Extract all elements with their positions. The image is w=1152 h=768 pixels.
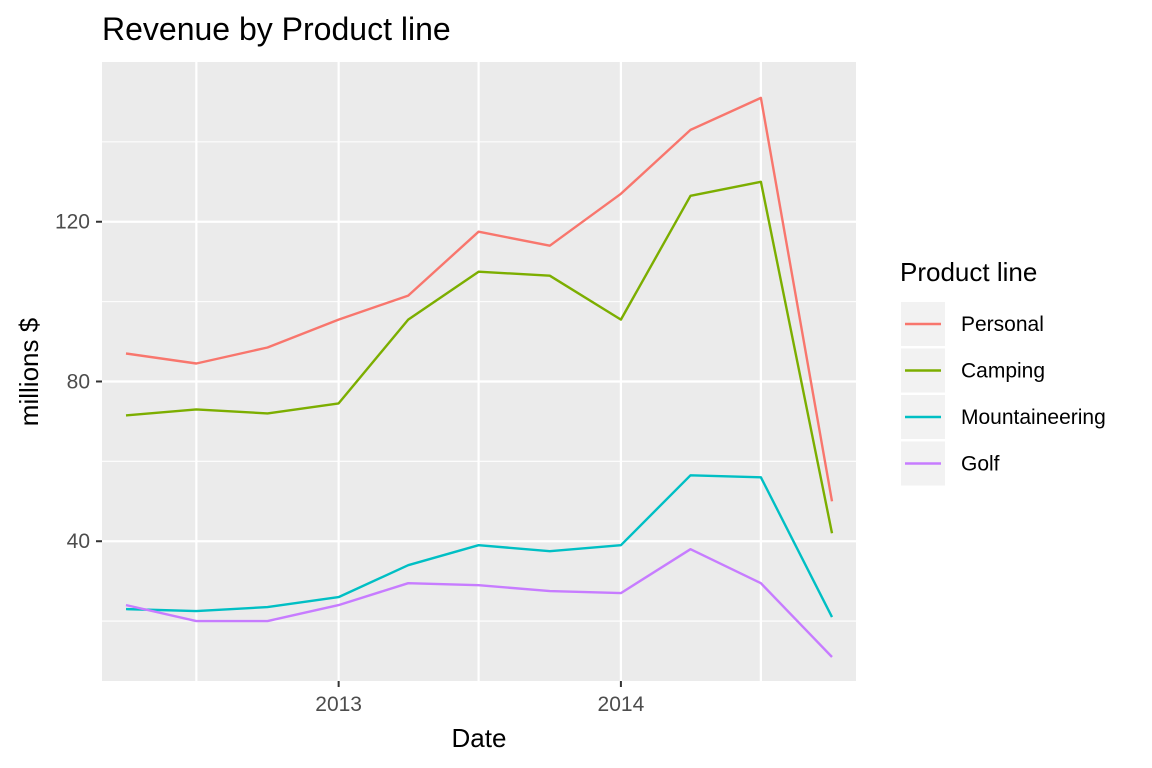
- series-line-personal: [125, 96, 834, 502]
- y-tick-label: 120: [55, 211, 90, 234]
- x-axis-ticks: 2013 2014: [315, 681, 645, 716]
- y-tick-label: 80: [67, 370, 90, 393]
- legend-label-camping: Camping: [961, 360, 1045, 383]
- legend-title: Product line: [900, 257, 1037, 287]
- y-axis-title: millions $: [14, 317, 44, 426]
- chart-title: Revenue by Product line: [102, 11, 451, 47]
- legend: Product line Personal Camping Mountaineeri…: [900, 257, 1106, 486]
- legend-label-personal: Personal: [961, 313, 1044, 336]
- y-axis-ticks: 40 80 120: [55, 211, 102, 553]
- x-tick-label: 2013: [315, 693, 362, 716]
- x-tick-label: 2014: [598, 693, 645, 716]
- y-tick-label: 40: [67, 530, 90, 553]
- series-line-camping: [125, 180, 834, 534]
- legend-label-golf: Golf: [961, 453, 1000, 476]
- x-axis-title: Date: [452, 723, 507, 753]
- series-line-mountaineering: [125, 474, 834, 618]
- major-gridlines: [102, 62, 856, 681]
- series-line-golf: [125, 548, 833, 658]
- legend-label-mountaineering: Mountaineering: [961, 406, 1106, 429]
- series-lines: [125, 96, 834, 658]
